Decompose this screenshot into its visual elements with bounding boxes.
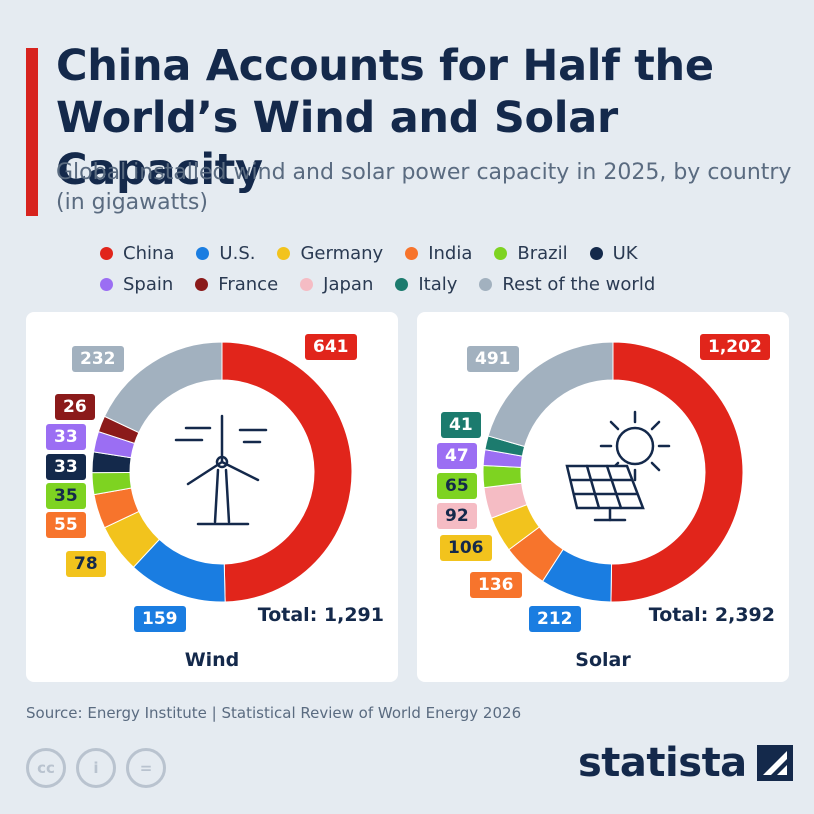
title-accent-bar (26, 48, 38, 216)
legend-item-italy: Italy (395, 274, 457, 295)
data-label-u-s: 159 (134, 606, 186, 632)
data-label-spain: 47 (437, 443, 477, 469)
data-label-u-s: 212 (529, 606, 581, 632)
legend-swatch (277, 246, 291, 260)
data-label-germany: 78 (66, 551, 106, 577)
statista-logo-mark-icon (756, 745, 793, 781)
solar-panel-icon (565, 410, 671, 522)
legend-item-u-s: U.S. (196, 243, 255, 264)
chart-subtitle: Global installed wind and solar power ca… (56, 160, 792, 215)
no-derivatives-icon[interactable]: = (126, 748, 166, 788)
legend-label: Rest of the world (502, 273, 656, 295)
solar-chart-panel: Total: 2,392 Solar 1,202 212 136 106 92 65 47 4… (417, 312, 789, 682)
legend-swatch (494, 246, 508, 260)
legend-label: Japan (323, 273, 374, 295)
data-label-rest-of-the-world: 491 (467, 346, 519, 372)
data-label-spain: 33 (46, 424, 86, 450)
data-label-india: 55 (46, 512, 86, 538)
donut-slice-rest-of-the-world (103, 341, 223, 434)
chart-legend: China U.S. Germany India Brazil UK Spain France… (100, 238, 800, 300)
legend-swatch (100, 277, 113, 291)
legend-label: U.S. (219, 242, 256, 264)
data-label-brazil: 35 (46, 483, 86, 509)
data-label-italy: 41 (441, 412, 481, 438)
data-label-brazil: 65 (437, 473, 477, 499)
donut-slice-rest-of-the-world (487, 341, 614, 448)
solar-total-label: Total: 2,392 (648, 604, 775, 626)
legend-label: Germany (300, 242, 384, 264)
legend-item-china: China (100, 243, 174, 264)
legend-swatch (405, 246, 419, 260)
legend-item-uk: UK (589, 242, 638, 264)
data-label-india: 136 (470, 572, 522, 598)
legend-label: Italy (418, 273, 458, 295)
legend-swatch (195, 277, 209, 291)
data-label-china: 641 (305, 334, 357, 360)
legend-label: India (428, 242, 473, 264)
legend-item-germany: Germany (277, 243, 383, 264)
donut-slice-china (221, 341, 353, 603)
statista-logo-text: statista (578, 740, 747, 786)
legend-label: Spain (123, 273, 174, 295)
license-icons: cc i = (26, 748, 176, 788)
source-note: Source: Energy Institute | Statistical R… (26, 704, 522, 722)
legend-swatch (479, 277, 493, 291)
data-label-uk: 33 (46, 454, 86, 480)
legend-row: Spain France Japan Italy Rest of the world (100, 269, 800, 299)
data-label-rest-of-the-world: 232 (72, 346, 124, 372)
legend-label: France (218, 273, 279, 295)
legend-item-france: France (195, 274, 278, 295)
solar-chart-title: Solar (575, 649, 631, 671)
legend-label: China (123, 242, 175, 264)
legend-swatch (196, 246, 210, 260)
legend-swatch (395, 277, 409, 291)
legend-swatch (589, 246, 603, 260)
wind-turbine-icon (174, 414, 268, 526)
wind-donut-chart (91, 341, 353, 603)
data-label-china: 1,202 (700, 334, 770, 360)
chart-title: China Accounts for Half the World’s Wind… (56, 41, 714, 195)
wind-total-label: Total: 1,291 (257, 604, 384, 626)
statista-logo[interactable]: statista (578, 740, 793, 786)
solar-donut-chart (482, 341, 744, 603)
legend-item-india: India (405, 243, 472, 264)
data-label-germany: 106 (440, 535, 492, 561)
wind-chart-title: Wind (184, 649, 240, 671)
legend-label: UK (612, 242, 638, 264)
legend-row: China U.S. Germany India Brazil UK (100, 238, 800, 268)
legend-item-spain: Spain (100, 274, 173, 295)
legend-item-japan: Japan (300, 274, 373, 295)
legend-item-brazil: Brazil (494, 242, 568, 264)
donut-slice-china (610, 341, 744, 603)
data-label-france: 26 (55, 394, 95, 420)
legend-swatch (300, 277, 314, 291)
legend-swatch (100, 246, 113, 260)
legend-item-rest-of-the-world: Rest of the world (479, 274, 655, 295)
attribution-icon[interactable]: i (76, 748, 116, 788)
wind-chart-panel: Total: 1,291 Wind 641 159 78 55 35 33 33 26 232 (26, 312, 398, 682)
data-label-japan: 92 (437, 503, 477, 529)
creative-commons-icon[interactable]: cc (26, 748, 66, 788)
legend-label: Brazil (517, 242, 568, 264)
